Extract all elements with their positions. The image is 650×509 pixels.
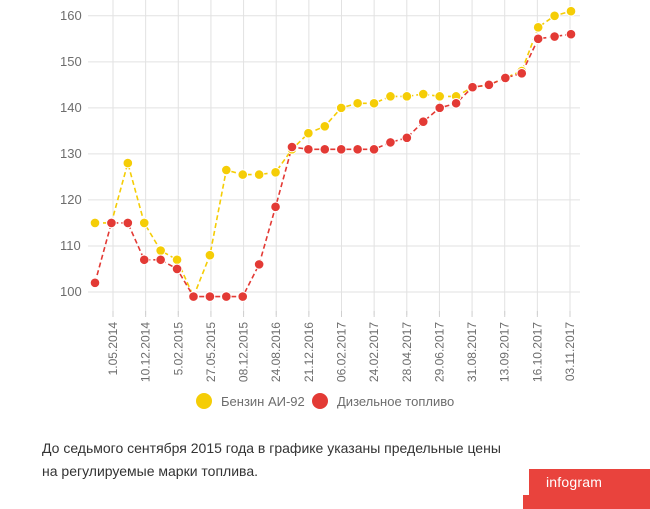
data-point-gasoline (237, 169, 249, 180)
y-tick-label: 150 (60, 54, 82, 69)
data-point-gasoline (221, 164, 232, 176)
data-point-diesel (188, 291, 199, 302)
chart-legend: Бензин АИ-92 Дизельное топливо (0, 393, 650, 415)
data-point-gasoline (253, 169, 265, 180)
data-point-diesel (434, 102, 445, 114)
y-tick-label: 130 (60, 146, 82, 161)
legend-item-diesel[interactable]: Дизельное топливо (312, 393, 454, 409)
data-point-gasoline (303, 127, 314, 139)
data-point-diesel (155, 254, 166, 266)
data-point-diesel (500, 72, 511, 84)
x-tick-label: 24.08.2016 (269, 322, 283, 382)
data-point-diesel (565, 28, 577, 40)
data-point-diesel (221, 291, 232, 302)
data-point-gasoline (155, 245, 166, 256)
data-point-gasoline (335, 102, 347, 114)
y-tick-label: 120 (60, 192, 82, 207)
data-point-diesel (352, 143, 363, 155)
x-tick-label: 16.10.2017 (530, 322, 544, 382)
x-tick-label: 28.04.2017 (400, 322, 414, 382)
data-point-gasoline (565, 5, 577, 17)
data-point-gasoline (401, 91, 413, 102)
y-tick-label: 100 (60, 284, 82, 299)
data-point-gasoline (319, 120, 331, 132)
data-point-diesel (401, 132, 413, 144)
data-point-diesel (138, 254, 150, 266)
data-point-diesel (368, 143, 380, 155)
data-point-diesel (532, 33, 544, 45)
x-tick-label: 13.09.2017 (498, 322, 512, 382)
data-point-diesel (303, 143, 314, 155)
x-tick-label: 29.06.2017 (432, 322, 446, 382)
data-point-diesel (204, 291, 216, 302)
footnote-line-1: До седьмого сентября 2015 года в графике… (42, 440, 501, 456)
legend-item-gasoline[interactable]: Бензин АИ-92 (196, 393, 305, 409)
data-point-diesel (122, 217, 134, 229)
series-line-diesel (94, 33, 572, 298)
data-point-diesel (106, 217, 117, 229)
data-point-gasoline (138, 217, 150, 229)
y-tick-label: 110 (60, 238, 81, 253)
footnote-line-2: на регулируемые марки топлива. (42, 463, 258, 479)
legend-label-gasoline: Бензин АИ-92 (221, 393, 305, 409)
legend-marker-diesel (312, 393, 328, 409)
data-point-diesel (450, 97, 462, 109)
fuel-price-chart: 100 110 120 130 140 150 160 1.05.2014 10.12.2014… (60, 0, 580, 382)
data-point-diesel (89, 277, 101, 289)
logo-badge-shape (523, 469, 650, 509)
y-tick-label: 140 (60, 100, 82, 115)
data-point-gasoline (122, 157, 134, 169)
data-point-diesel (516, 68, 528, 79)
x-tick-label: 1.05.2014 (106, 322, 120, 376)
data-point-gasoline (549, 10, 560, 22)
data-point-diesel (270, 201, 281, 213)
data-point-gasoline (434, 91, 445, 102)
data-point-gasoline (171, 254, 183, 266)
data-point-diesel (417, 116, 429, 127)
data-point-diesel (335, 143, 347, 155)
data-point-diesel (385, 137, 396, 148)
data-point-gasoline (368, 97, 380, 109)
y-tick-label: 160 (60, 8, 82, 23)
data-point-gasoline (89, 217, 101, 229)
data-point-diesel (253, 259, 265, 270)
data-point-gasoline (270, 167, 281, 178)
data-point-diesel (467, 81, 478, 93)
data-point-diesel (237, 291, 249, 302)
x-tick-label: 31.08.2017 (465, 322, 479, 382)
x-tick-label: 27.05.2015 (204, 322, 218, 382)
x-tick-label: 10.12.2014 (139, 322, 153, 382)
x-tick-label: 5.02.2015 (171, 322, 185, 376)
infogram-logo-badge[interactable] (523, 469, 650, 509)
x-tick-label: 03.11.2017 (563, 322, 577, 381)
legend-marker-gasoline (196, 393, 212, 409)
x-tick-label: 08.12.2015 (237, 322, 251, 382)
data-point-gasoline (385, 91, 396, 102)
data-point-gasoline (352, 97, 363, 109)
data-point-gasoline (204, 249, 216, 261)
data-point-gasoline (532, 22, 544, 33)
chart-footnote: До седьмого сентября 2015 года в графике… (42, 437, 582, 483)
data-point-diesel (171, 263, 183, 275)
data-point-gasoline (417, 88, 429, 100)
data-point-diesel (286, 141, 298, 153)
x-tick-label: 06.02.2017 (335, 322, 349, 382)
x-tick-label: 21.12.2016 (302, 322, 316, 382)
data-point-diesel (319, 143, 331, 155)
infogram-logo-text[interactable]: infogram (546, 474, 603, 490)
legend-label-diesel: Дизельное топливо (337, 393, 455, 409)
data-point-diesel (483, 79, 495, 91)
x-tick-label: 24.02.2017 (367, 322, 381, 382)
data-point-diesel (549, 31, 560, 42)
